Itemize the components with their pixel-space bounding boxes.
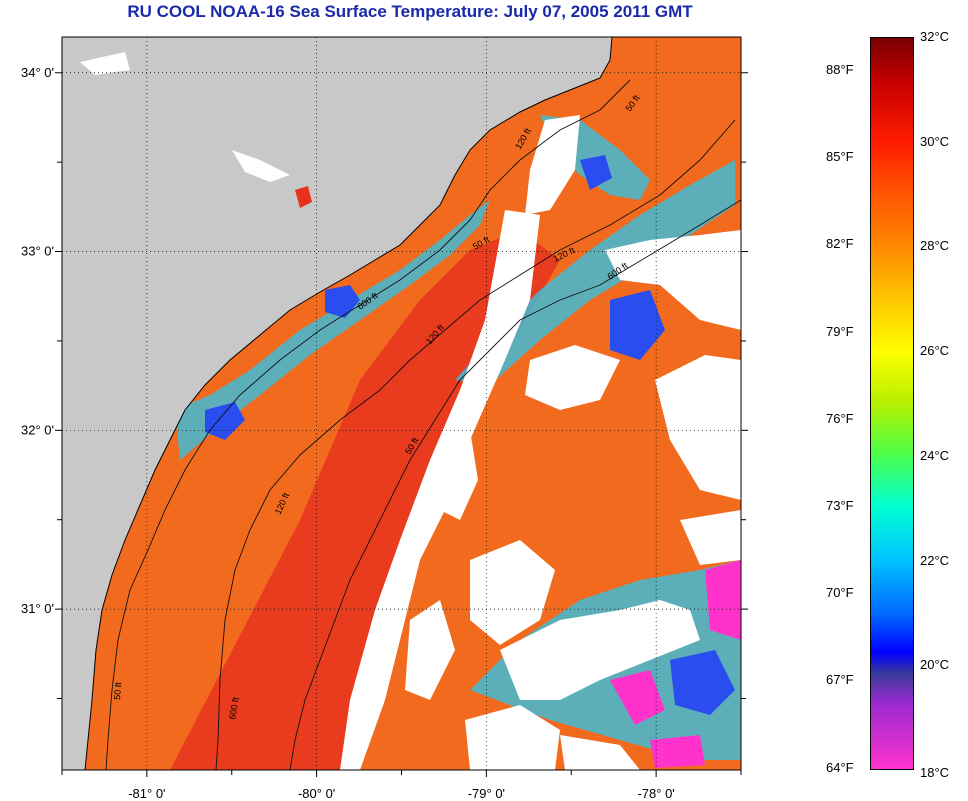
- lat-tick-label: 31° 0': [21, 601, 54, 616]
- cool-water-coastal: [175, 200, 490, 460]
- colorbar-fahrenheit-label: 70°F: [826, 585, 854, 601]
- colorbar-fahrenheit-label: 73°F: [826, 498, 854, 513]
- colorbar-fahrenheit-label: 64°F: [826, 760, 854, 775]
- coldest-water-patch: [705, 560, 741, 640]
- cool-water-midshelf: [455, 160, 735, 385]
- coastline: [84, 37, 613, 770]
- colorbar-fahrenheit-label: 85°F: [826, 149, 854, 165]
- isobath-120ft: [215, 119, 736, 770]
- isobath-50ft: [105, 79, 631, 770]
- colorbar-celsius-label: 22°C: [920, 552, 950, 568]
- cloud-cover: [655, 355, 741, 500]
- colorbar-fahrenheit-label: 67°F: [826, 672, 854, 688]
- hot-water-band: [170, 230, 560, 770]
- cold-water-pocket: [325, 285, 360, 318]
- cloud-cover: [405, 600, 455, 700]
- cloud-cover: [500, 600, 700, 700]
- cloud-cover: [470, 540, 555, 645]
- cloud-cover: [680, 510, 741, 565]
- cloud-cover: [560, 735, 640, 770]
- colorbar: [870, 37, 914, 770]
- cloud-cover: [525, 115, 580, 215]
- cold-water-pocket: [580, 155, 612, 190]
- cloud-cover: [440, 430, 478, 520]
- lat-tick-label: 34° 0': [21, 65, 54, 80]
- coldest-water-patch: [610, 670, 665, 725]
- colorbar-celsius-label: 26°C: [920, 343, 950, 359]
- isobath-label: 600 ft: [227, 696, 241, 720]
- lon-tick-label: -81° 0': [128, 786, 165, 801]
- lat-tick-label: 32° 0': [21, 422, 54, 437]
- colorbar-celsius-label: 18°C: [920, 765, 950, 780]
- colorbar-celsius-label: 28°C: [920, 238, 950, 254]
- colorbar-celsius-label: 24°C: [920, 447, 950, 463]
- isobath-label: 50 ft: [112, 681, 124, 700]
- inland-cloud: [232, 150, 290, 182]
- lon-tick-label: -79° 0': [468, 786, 505, 801]
- colorbar-celsius-label: 30°C: [920, 133, 950, 149]
- cloud-cover: [465, 705, 560, 770]
- cloud-cover: [525, 345, 620, 410]
- cloud-cover: [605, 230, 741, 330]
- cold-water-pocket: [670, 650, 735, 715]
- lat-tick-label: 33° 0': [21, 244, 54, 259]
- land-mass: [62, 37, 612, 770]
- map-title: RU COOL NOAA-16 Sea Surface Temperature:…: [127, 2, 693, 21]
- colorbar-celsius-label: 20°C: [920, 657, 950, 673]
- inland-water-body: [295, 186, 312, 208]
- coldest-water-patch: [650, 735, 705, 768]
- colorbar-fahrenheit-label: 82°F: [826, 236, 854, 252]
- isobath-600ft: [289, 199, 741, 770]
- colorbar-fahrenheit-label: 88°F: [826, 62, 854, 77]
- colorbar-fahrenheit-label: 79°F: [826, 323, 854, 339]
- lon-tick-label: -80° 0': [298, 786, 335, 801]
- cold-water-pocket: [610, 290, 665, 360]
- lon-tick-label: -78° 0': [637, 786, 674, 801]
- inland-cloud: [80, 52, 130, 75]
- colorbar-fahrenheit-label: 76°F: [826, 410, 854, 426]
- colorbar-celsius-label: 32°C: [920, 29, 950, 44]
